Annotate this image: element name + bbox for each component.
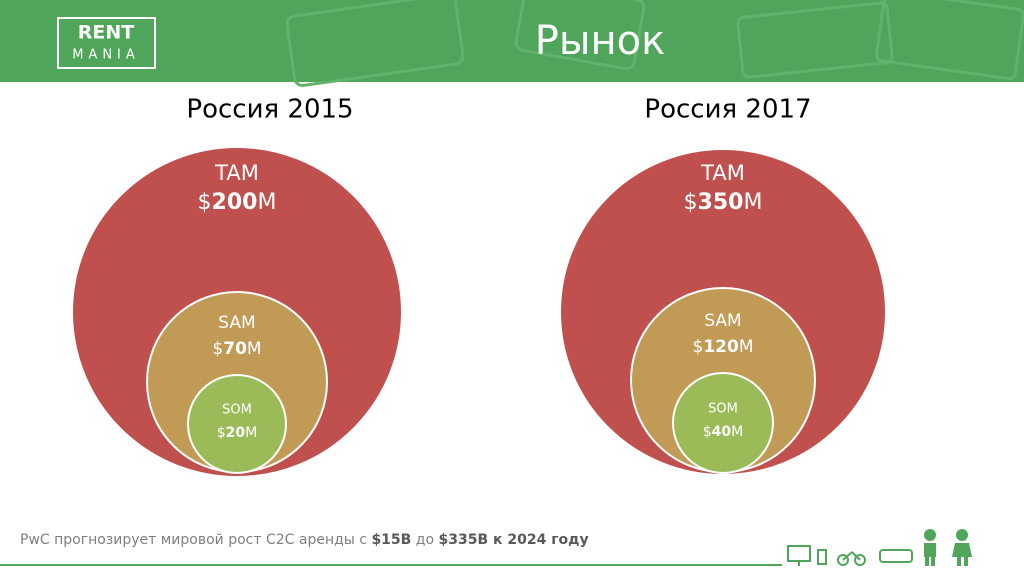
value-amount: 120 (703, 337, 739, 357)
value-suffix: M (257, 190, 276, 215)
footer-people (924, 529, 972, 566)
logo-frame (57, 17, 156, 69)
value-prefix: $ (212, 339, 223, 359)
value-amount: 70 (223, 339, 247, 359)
circle-value: $40M (703, 424, 744, 440)
panel-heading: Россия 2017 (644, 95, 811, 125)
footer-segment: $15B (371, 532, 411, 548)
logo-bottom: MANIA (72, 48, 140, 63)
footer-icons (787, 545, 913, 566)
value-suffix: M (739, 337, 754, 357)
circle-label: TAM (700, 161, 745, 185)
value-suffix: M (743, 190, 762, 215)
value-suffix: M (245, 425, 257, 441)
footer-segment: $335B к 2024 году (439, 532, 589, 548)
circle-label: SAM (218, 313, 255, 333)
slide-title: Рынок (535, 18, 666, 64)
circle-value: $70M (212, 339, 261, 359)
value-amount: 350 (698, 190, 744, 215)
header-bar (0, 0, 1024, 82)
footer-segment: PwC прогнозирует мировой рост C2C аренды… (20, 532, 371, 548)
value-prefix: $ (217, 425, 226, 441)
circle-label: TAM (214, 161, 259, 185)
circle-label: SOM (708, 402, 738, 417)
value-suffix: M (731, 424, 743, 440)
circle-value: $120M (693, 337, 754, 357)
circle-label: SOM (222, 403, 252, 418)
value-amount: 40 (712, 424, 732, 440)
panels: Россия 2015TAM$200MSAM$70MSOM$20MРоссия … (71, 95, 887, 478)
header-pattern (285, 0, 1024, 87)
circle-value: $350M (684, 190, 763, 215)
circle-value: $20M (217, 425, 258, 441)
value-prefix: $ (693, 337, 704, 357)
circle-label: SAM (704, 311, 741, 331)
panel-heading: Россия 2015 (186, 95, 353, 125)
logo-top: RENT (78, 22, 135, 44)
market-circle (187, 374, 287, 474)
footer-note: PwC прогнозирует мировой рост C2C аренды… (20, 532, 589, 548)
value-prefix: $ (684, 190, 698, 215)
market-circle (672, 372, 774, 474)
value-suffix: M (247, 339, 262, 359)
footer-segment: до (411, 532, 438, 548)
value-prefix: $ (703, 424, 712, 440)
value-amount: 200 (212, 190, 258, 215)
value-prefix: $ (198, 190, 212, 215)
value-amount: 20 (226, 425, 246, 441)
circle-value: $200M (198, 190, 277, 215)
